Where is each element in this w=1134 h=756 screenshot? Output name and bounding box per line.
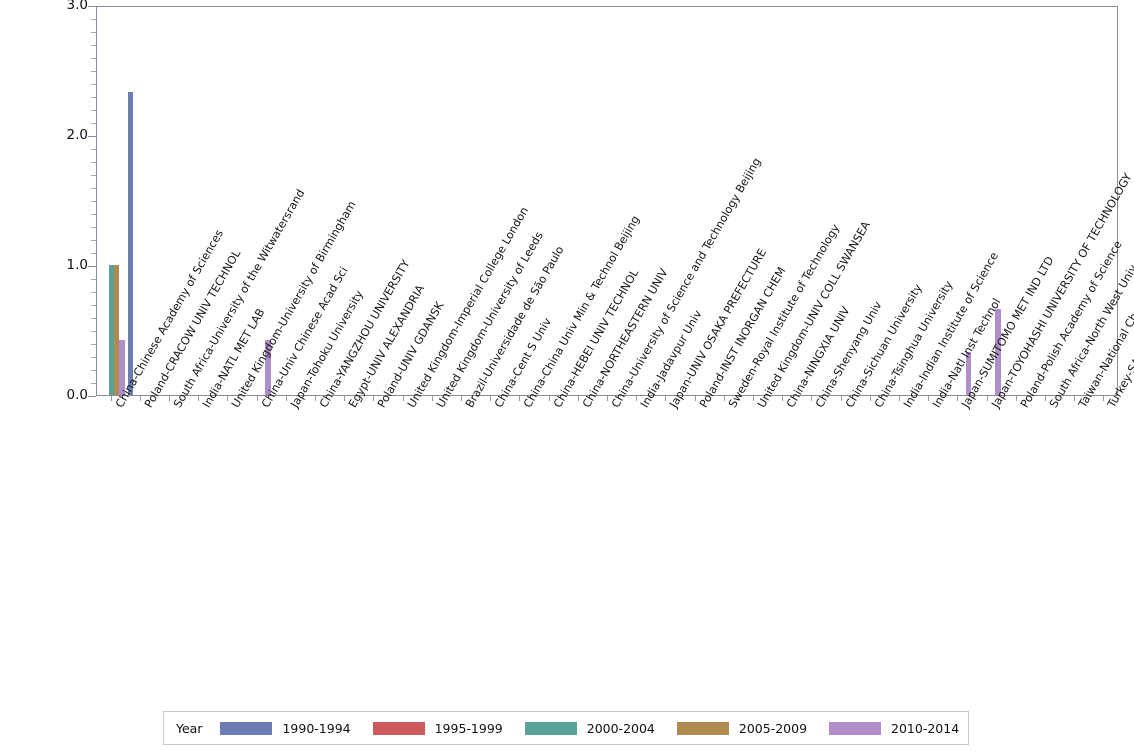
chart-legend: Year 1990-1994 1995-1999 2000-2004 2005-200…: [163, 711, 969, 745]
x-tick: [811, 396, 813, 401]
bar: [265, 340, 271, 395]
x-tick: [986, 396, 988, 401]
x-tick: [723, 396, 725, 401]
x-tick: [753, 396, 754, 401]
legend-label: 1995-1999: [434, 720, 503, 736]
legend-entries: 1990-1994 1995-1999 2000-2004 2005-2009 2010…: [220, 721, 981, 736]
y-tick-minor: [91, 240, 96, 241]
y-tick-minor: [91, 331, 96, 332]
y-tick-minor: [91, 110, 96, 111]
x-tick: [548, 396, 550, 401]
y-tick-minor: [91, 45, 96, 46]
y-tick-minor: [91, 357, 96, 358]
y-tick-minor: [91, 188, 96, 189]
legend-swatch: [829, 721, 882, 735]
x-tick: [607, 396, 608, 401]
y-tick-minor: [91, 149, 96, 150]
x-tick: [840, 396, 842, 401]
x-tick: [431, 396, 433, 401]
bar: [127, 92, 133, 395]
x-tick: [256, 396, 258, 401]
y-tick-minor: [91, 279, 96, 280]
y-tick-minor: [91, 370, 96, 371]
x-tick: [694, 396, 696, 401]
x-tick: [636, 396, 638, 401]
x-tick: [169, 396, 170, 401]
x-tick: [899, 396, 900, 401]
y-tick-minor: [91, 19, 96, 20]
x-tick: [519, 396, 521, 401]
x-tick: [402, 396, 404, 401]
x-tick: [577, 396, 579, 401]
y-tick-minor: [91, 162, 96, 163]
x-tick: [928, 396, 930, 401]
x-tick: [869, 396, 871, 401]
legend-entry[interactable]: 2005-2009: [676, 720, 808, 736]
x-tick: [1015, 396, 1017, 401]
y-tick-minor: [91, 227, 96, 228]
legend-label: 2000-2004: [586, 720, 655, 736]
legend-entry[interactable]: 2010-2014: [829, 721, 959, 736]
y-tick-minor: [91, 97, 96, 98]
y-tick-minor: [91, 253, 96, 254]
x-tick: [373, 396, 375, 401]
x-tick: [227, 396, 229, 401]
plot-area: [96, 6, 1118, 396]
bar: [114, 265, 120, 395]
y-tick-minor: [91, 84, 96, 85]
y-tick-major: [88, 396, 96, 397]
legend-swatch: [372, 721, 425, 735]
x-tick: [490, 396, 492, 401]
y-tick-major: [88, 136, 96, 137]
bar: [995, 309, 1001, 395]
x-tick: [110, 396, 112, 401]
x-tick: [782, 396, 784, 401]
y-tick-minor: [91, 292, 96, 293]
x-tick: [957, 396, 959, 401]
x-tick: [315, 396, 316, 401]
legend-label: 1990-1994: [282, 720, 351, 736]
x-tick: [665, 396, 667, 401]
y-tick-minor: [91, 71, 96, 72]
legend-entry[interactable]: 2000-2004: [524, 720, 655, 736]
y-tick-major: [88, 6, 96, 7]
legend-swatch: [524, 721, 577, 735]
y-tick-minor: [91, 175, 96, 176]
y-tick-minor: [91, 383, 96, 384]
legend-title: Year: [176, 720, 203, 736]
legend-label: 2010-2014: [891, 720, 960, 736]
x-tick: [285, 396, 287, 401]
legend-label: 2005-2009: [738, 720, 808, 736]
x-tick: [344, 396, 346, 401]
bar: [966, 352, 972, 395]
y-tick-minor: [91, 123, 96, 124]
y-tick-minor: [91, 32, 96, 33]
legend-entry[interactable]: 1995-1999: [372, 720, 503, 736]
y-tick-minor: [91, 318, 96, 319]
legend-entry[interactable]: 1990-1994: [220, 720, 351, 736]
bar-series-container: [97, 7, 1117, 395]
bar: [109, 265, 115, 395]
x-tick: [139, 396, 141, 401]
y-tick-minor: [91, 305, 96, 306]
y-tick-minor: [91, 58, 96, 59]
x-tick: [1045, 396, 1046, 401]
y-tick-minor: [91, 214, 96, 215]
x-tick: [198, 396, 200, 401]
legend-swatch: [676, 721, 729, 735]
y-tick-major: [88, 266, 96, 267]
x-tick: [461, 396, 462, 401]
x-tick: [1103, 396, 1105, 401]
bar: [119, 340, 125, 395]
y-tick-minor: [91, 201, 96, 202]
legend-swatch: [220, 721, 273, 735]
y-tick-label: 1.0: [66, 257, 88, 273]
y-tick-label: 3.0: [66, 0, 88, 13]
x-tick: [1074, 396, 1076, 401]
y-tick-label: 2.0: [66, 127, 88, 143]
y-tick-label: 0.0: [66, 387, 88, 403]
y-tick-minor: [91, 344, 96, 345]
